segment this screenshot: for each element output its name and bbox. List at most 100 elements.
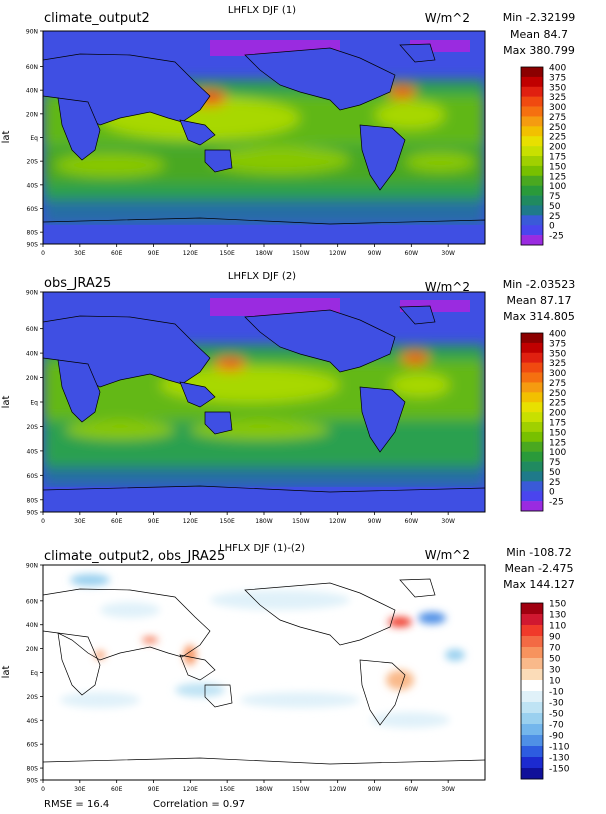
colorbar-swatch xyxy=(521,491,543,502)
panel-1-stat-min: Min -2.32199 xyxy=(503,11,575,24)
colorbar-label: 75 xyxy=(549,192,560,202)
lon-tick-label: 30E xyxy=(74,250,86,257)
colorbar-label: 225 xyxy=(549,399,566,409)
colorbar-label: 75 xyxy=(549,458,560,468)
colorbar-label: -25 xyxy=(549,498,564,508)
colorbar-label: 125 xyxy=(549,438,566,448)
lat-tick-label: 90N xyxy=(26,29,38,36)
colorbar-label: 0 xyxy=(549,488,555,498)
colorbar-label: 100 xyxy=(549,448,566,458)
colorbar-swatch xyxy=(521,352,543,363)
colorbar-label: 350 xyxy=(549,83,566,93)
panel-1-title: LHFLX DJF (1) xyxy=(228,5,296,16)
lon-tick-label: 30W xyxy=(441,250,455,257)
colorbar-swatch xyxy=(521,501,543,512)
lat-tick-label: 20S xyxy=(27,424,39,431)
lon-tick-label: 60E xyxy=(111,786,123,793)
colorbar-swatch xyxy=(521,195,543,206)
colorbar-label: -30 xyxy=(549,699,564,709)
lon-tick-label: 180W xyxy=(255,250,272,257)
colorbar-label: 30 xyxy=(549,666,561,676)
colorbar-label: 375 xyxy=(549,339,566,349)
lon-tick-label: 90W xyxy=(368,250,382,257)
panel-2-left-label: obs_JRA25 xyxy=(44,276,111,291)
colorbar-swatch xyxy=(521,481,543,492)
lat-tick-label: 40S xyxy=(27,448,39,455)
panel-1-stat-max: Max 380.799 xyxy=(503,44,575,57)
lon-tick-label: 30E xyxy=(74,786,86,793)
colorbar-frame xyxy=(520,602,544,780)
colorbar-swatch xyxy=(521,422,543,433)
colorbar-swatch xyxy=(521,625,543,637)
colorbar-swatch xyxy=(521,724,543,736)
colorbar-swatch xyxy=(521,205,543,216)
lon-tick-label: 120E xyxy=(183,250,198,257)
panel-2: obs_JRA25 LHFLX DJF (2) W/m^2 Min -2.035… xyxy=(1,271,575,525)
colorbar-swatch xyxy=(521,647,543,659)
colorbar-swatch xyxy=(521,451,543,462)
lat-tick-label: Eq xyxy=(30,670,38,677)
colorbar-swatch xyxy=(521,86,543,97)
lon-tick-label: 90E xyxy=(148,518,160,525)
colorbar-label: 300 xyxy=(549,103,566,113)
colorbar-label: 275 xyxy=(549,379,566,389)
colorbar-swatch xyxy=(521,746,543,758)
colorbar-swatch xyxy=(521,146,543,157)
colorbar-label: 150 xyxy=(549,162,566,172)
colorbar-swatch xyxy=(521,431,543,443)
panel-1-ylabel: lat xyxy=(1,131,12,144)
colorbar-label: 225 xyxy=(549,133,566,143)
panel-1-left-label: climate_output2 xyxy=(44,11,150,26)
colorbar-label: 400 xyxy=(549,64,566,74)
lon-tick-label: 180W xyxy=(255,518,272,525)
colorbar-swatch xyxy=(521,402,543,413)
lat-tick-label: 40N xyxy=(26,351,38,358)
lat-tick-label: 80S xyxy=(27,766,39,773)
lat-tick-label: 90S xyxy=(27,778,39,785)
colorbar-label: 130 xyxy=(549,611,566,621)
colorbar-label: 50 xyxy=(549,202,561,212)
panel-1-units: W/m^2 xyxy=(425,11,470,25)
lon-tick-label: 30W xyxy=(441,786,455,793)
colorbar-swatch xyxy=(521,658,543,670)
lon-tick-label: 0 xyxy=(41,250,45,257)
panel-3-stat-min: Min -108.72 xyxy=(506,546,571,559)
colorbar-swatch xyxy=(521,165,543,177)
panel-2-units: W/m^2 xyxy=(425,280,470,294)
lat-tick-label: 80S xyxy=(27,230,39,237)
colorbar-label: 175 xyxy=(549,419,566,429)
lat-tick-label: 20N xyxy=(26,111,38,118)
lat-tick-label: 60S xyxy=(27,206,39,213)
lon-tick-label: 120W xyxy=(329,518,346,525)
colorbar-swatch xyxy=(521,136,543,147)
panel-3-title: LHFLX DJF (1)-(2) xyxy=(219,543,305,554)
colorbar-swatch xyxy=(521,67,543,78)
lon-tick-label: 120E xyxy=(183,786,198,793)
colorbar-label: 325 xyxy=(549,359,566,369)
lon-tick-label: 180W xyxy=(255,786,272,793)
colorbar-swatch xyxy=(521,441,543,452)
colorbar-label: -150 xyxy=(549,765,570,775)
colorbar-swatch xyxy=(521,342,543,354)
lon-tick-label: 120W xyxy=(329,786,346,793)
lat-tick-label: 60N xyxy=(26,598,38,605)
lat-tick-label: 60N xyxy=(26,64,38,71)
lon-tick-label: 60E xyxy=(111,250,123,257)
colorbar-label: -130 xyxy=(549,754,570,764)
lat-tick-label: 40S xyxy=(27,182,39,189)
panel-2-stat-max: Max 314.805 xyxy=(503,310,575,323)
colorbar-label: -90 xyxy=(549,732,564,742)
panel-2-title: LHFLX DJF (2) xyxy=(228,271,296,282)
colorbar-label: -70 xyxy=(549,721,564,731)
colorbar-frame xyxy=(520,332,544,512)
lon-tick-label: 0 xyxy=(41,786,45,793)
lat-tick-label: 90N xyxy=(26,563,38,570)
lon-tick-label: 60W xyxy=(405,518,419,525)
colorbar-swatch xyxy=(521,116,543,127)
colorbar-swatch xyxy=(521,215,543,226)
panel-3-stat-mean: Mean -2.475 xyxy=(505,562,574,575)
colorbar-label: 25 xyxy=(549,212,560,222)
